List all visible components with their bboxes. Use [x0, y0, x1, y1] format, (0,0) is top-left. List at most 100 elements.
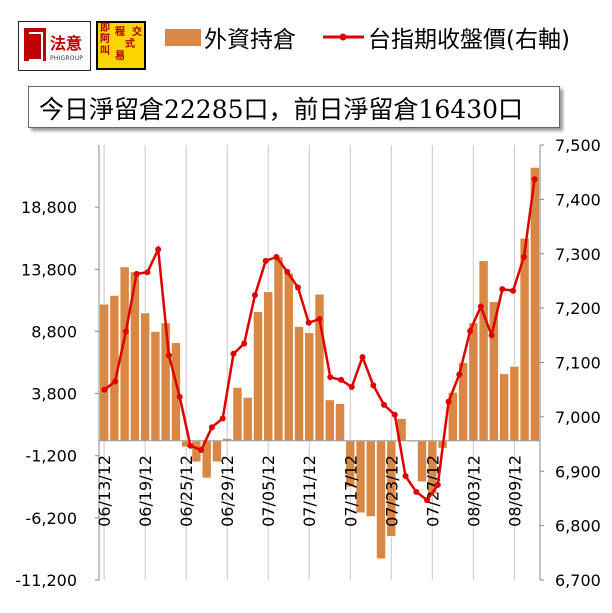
close-price-marker: [176, 393, 183, 400]
legend-bar-swatch: [165, 29, 201, 46]
y-left-tick-label: -1,200: [25, 447, 77, 466]
close-price-marker: [456, 371, 463, 378]
phigroup-logo-mark: [24, 28, 46, 61]
bar: [160, 322, 171, 442]
logo2-char: 式: [125, 39, 135, 50]
bar: [499, 373, 510, 442]
close-price-marker: [520, 254, 527, 261]
bar: [468, 322, 479, 442]
x-tick-label: 06/29/12: [218, 455, 237, 527]
program-trading-logo: 即 阿 叫 程 式 交 易: [96, 21, 146, 70]
bar: [232, 386, 243, 442]
close-price-marker: [273, 254, 280, 261]
position-summary-banner: 今日淨留倉22285口，前日淨留倉16430口: [28, 86, 560, 128]
close-price-marker: [402, 473, 409, 480]
bar: [273, 256, 284, 442]
close-price-marker: [112, 378, 119, 385]
logo2-char: 叫: [100, 46, 110, 57]
y-right-tick-label: 7,000: [555, 408, 601, 427]
close-price-marker: [198, 447, 205, 454]
x-tick-label: 07/17/12: [341, 455, 360, 527]
close-price-marker: [208, 424, 215, 431]
x-tick-label: 07/11/12: [300, 455, 319, 527]
y-left-tick-label: 18,800: [21, 198, 77, 217]
close-price-marker: [434, 481, 441, 488]
x-tick-label: 07/05/12: [259, 455, 278, 527]
close-price-marker: [499, 286, 506, 293]
x-tick-label: 06/13/12: [95, 455, 114, 527]
close-price-marker: [338, 376, 345, 383]
close-price-marker: [133, 270, 140, 277]
close-price-marker: [531, 176, 538, 183]
y-right-tick-label: 7,100: [555, 354, 601, 373]
bar: [150, 331, 161, 442]
bar: [478, 260, 489, 442]
y-left-tick-label: 13,800: [21, 260, 77, 279]
close-price-marker: [219, 415, 226, 422]
program-trading-logo-bg: 即 阿 叫 程 式 交 易: [98, 23, 144, 68]
legend-line-label: 台指期收盤價(右軸): [368, 27, 570, 53]
logo2-char: 即: [100, 23, 110, 34]
bar: [283, 272, 294, 442]
close-price-marker: [413, 488, 420, 495]
close-price-marker: [445, 398, 452, 405]
bar: [324, 399, 335, 442]
close-price-marker: [284, 268, 291, 275]
close-price-marker: [230, 350, 237, 357]
y-right-tick-label: 6,700: [555, 571, 601, 590]
y-right-tick-label: 7,400: [555, 190, 601, 209]
close-price-marker: [165, 352, 172, 359]
close-price-marker: [241, 340, 248, 347]
y-left-tick-label: 8,800: [31, 322, 77, 341]
y-left-tick-label: 3,800: [31, 385, 77, 404]
x-tick-label: 08/09/12: [505, 455, 524, 527]
phigroup-logo-subtext: PHIGROUP: [50, 55, 84, 62]
x-tick-label: 07/23/12: [382, 455, 401, 527]
close-price-marker: [101, 386, 108, 393]
legend-bar-label: 外資持倉: [204, 27, 296, 53]
logo2-char: 交: [132, 27, 142, 38]
logo2-char: 易: [115, 51, 125, 62]
close-price-marker: [144, 269, 151, 276]
x-tick-label: 06/19/12: [136, 455, 155, 527]
close-price-marker: [348, 383, 355, 390]
y-right-tick-label: 7,500: [555, 136, 601, 155]
close-price-marker: [155, 246, 162, 253]
phigroup-logo-text: 法意: [50, 34, 83, 53]
close-price-marker: [305, 319, 312, 326]
bar: [140, 312, 151, 442]
bar: [365, 440, 376, 518]
close-price-marker: [381, 401, 388, 408]
bar: [304, 332, 315, 442]
bar: [252, 311, 263, 442]
close-price-marker: [488, 332, 495, 339]
bar: [334, 403, 346, 442]
close-price-marker: [251, 292, 258, 299]
close-price-marker: [424, 497, 431, 504]
y-left-tick-label: -11,200: [15, 571, 77, 590]
logo2-char: 阿: [100, 34, 110, 45]
logo2-char: 程: [115, 27, 125, 38]
phigroup-logo: 法意 PHIGROUP: [18, 21, 91, 71]
y-left-tick-label: -6,200: [25, 509, 77, 528]
y-right-tick-label: 7,200: [555, 299, 601, 318]
close-price-marker: [187, 442, 194, 449]
bar: [242, 396, 253, 442]
x-tick-label: 06/25/12: [177, 455, 196, 527]
close-price-marker: [391, 411, 398, 418]
x-tick-label: 08/03/12: [464, 455, 483, 527]
bar: [509, 365, 520, 442]
position-summary-text: 今日淨留倉22285口，前日淨留倉16430口: [39, 95, 524, 124]
y-right-tick-label: 7,300: [555, 245, 601, 264]
bar: [99, 303, 110, 442]
close-price-marker: [262, 257, 269, 264]
close-price-marker: [510, 287, 517, 294]
y-right-tick-label: 6,900: [555, 462, 601, 481]
close-price-marker: [316, 316, 323, 322]
close-price-marker: [370, 382, 377, 389]
close-price-marker: [477, 303, 484, 310]
close-price-marker: [359, 354, 366, 361]
close-price-marker: [122, 328, 129, 335]
bar: [293, 326, 305, 442]
